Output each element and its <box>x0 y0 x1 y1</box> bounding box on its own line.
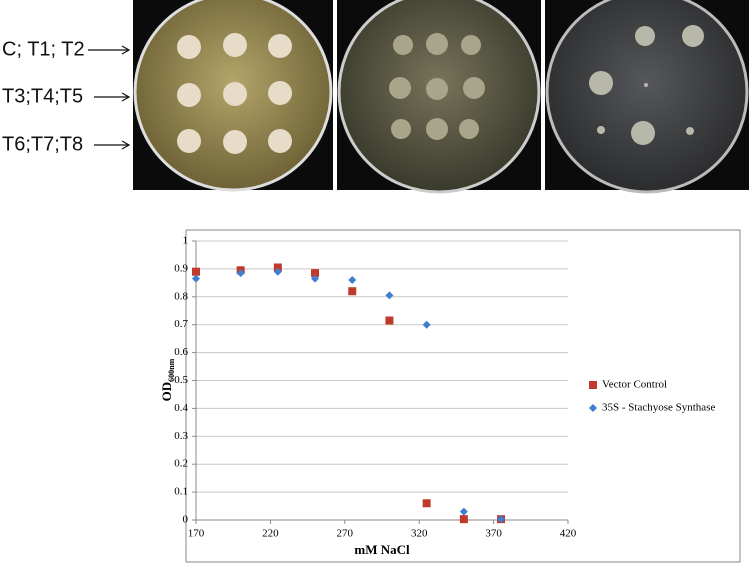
y-tick-label: 0.7 <box>174 318 188 330</box>
y-axis-title: OD600nm <box>159 358 176 401</box>
y-tick-label: 0.2 <box>174 458 188 470</box>
row-labels <box>88 45 131 150</box>
x-axis-title: mM NaCl <box>354 542 410 557</box>
y-tick-label: 0.1 <box>174 486 188 498</box>
data-point <box>385 316 394 325</box>
data-point <box>459 507 468 516</box>
y-axis-title-main: OD <box>159 382 174 402</box>
data-point <box>311 274 320 283</box>
y-axis-title-sub: 600nm <box>167 358 176 381</box>
y-tick-label: 0.6 <box>174 346 188 358</box>
data-point <box>311 269 320 278</box>
data-point <box>422 320 431 329</box>
plate-photos <box>133 0 749 194</box>
y-tick-label: 0.3 <box>174 430 188 442</box>
legend-label: Vector Control <box>602 379 667 391</box>
legend-marker <box>589 381 597 389</box>
row-label: T3;T4;T5 <box>2 85 83 107</box>
y-tick-label: 0 <box>183 514 189 526</box>
data-point <box>273 267 282 276</box>
y-tick-label: 0.5 <box>174 374 188 386</box>
x-tick-label: 370 <box>485 528 502 540</box>
data-point <box>192 274 200 283</box>
legend-label: 35S - Stachyose Synthase <box>602 402 715 414</box>
data-point <box>236 269 245 278</box>
x-tick-label: 270 <box>337 528 354 540</box>
data-point <box>273 263 282 272</box>
data-point <box>348 287 357 296</box>
data-point <box>422 499 431 508</box>
chart-frame <box>185 229 741 563</box>
data-point <box>348 276 357 285</box>
data-point <box>192 267 200 276</box>
row-label: T6;T7;T8 <box>2 133 83 155</box>
data-point <box>497 515 506 524</box>
legend-marker <box>589 404 597 412</box>
row-label: C; T1; T2 <box>2 38 85 60</box>
y-tick-label: 0.9 <box>174 262 188 274</box>
y-tick-label: 0.8 <box>174 290 188 302</box>
data-point <box>385 291 394 300</box>
x-tick-label: 320 <box>411 528 428 540</box>
y-tick-label: 0.4 <box>174 402 188 414</box>
x-tick-label: 420 <box>560 528 577 540</box>
data-point <box>459 515 468 524</box>
x-tick-label: 170 <box>188 528 205 540</box>
y-tick-label: 1 <box>183 235 189 247</box>
x-tick-label: 220 <box>262 528 279 540</box>
